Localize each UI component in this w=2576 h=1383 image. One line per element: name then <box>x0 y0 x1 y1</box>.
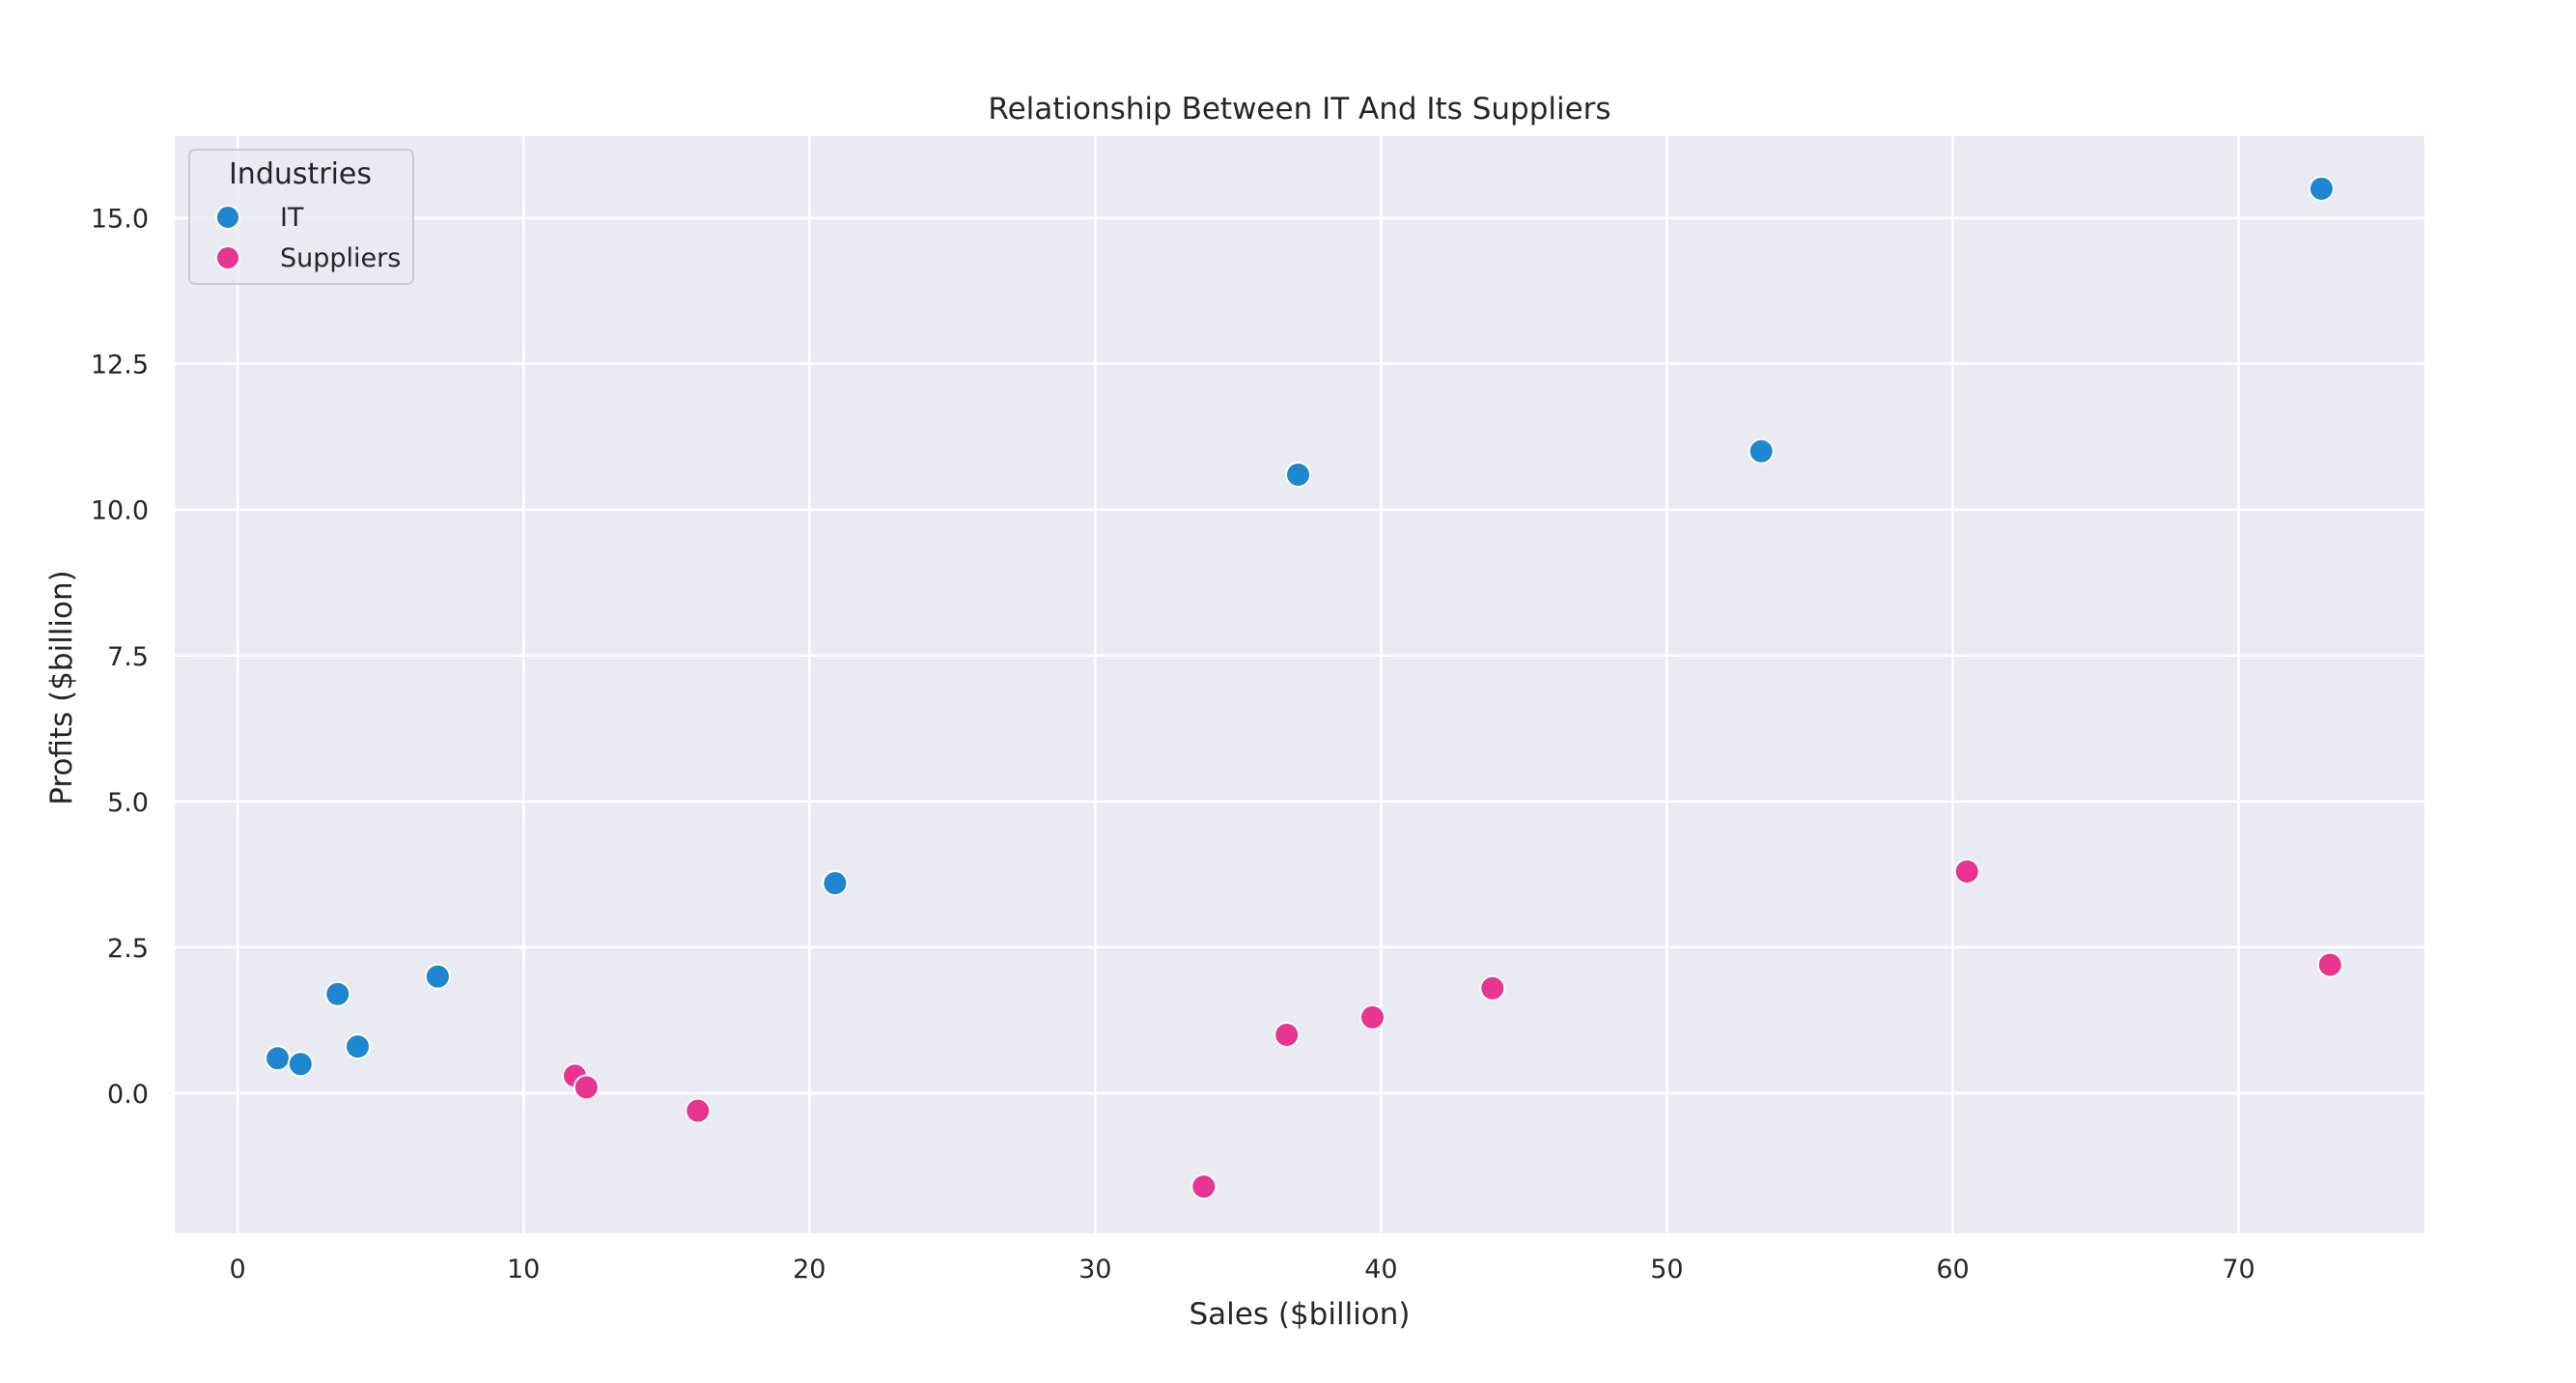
legend-marker-suppliers <box>215 245 240 270</box>
data-point-it <box>265 1045 292 1072</box>
data-point-suppliers <box>685 1097 712 1124</box>
data-point-suppliers <box>1274 1022 1301 1049</box>
data-point-suppliers <box>1190 1173 1218 1200</box>
x-tick-label: 30 <box>1078 1255 1111 1284</box>
grid-lines <box>175 136 2424 1233</box>
y-tick-label: 5.0 <box>107 788 149 818</box>
data-point-suppliers <box>1953 858 1980 885</box>
y-tick-label: 10.0 <box>91 496 149 526</box>
data-point-suppliers <box>1358 1003 1386 1030</box>
data-points <box>265 175 2343 1200</box>
legend-label-it: IT <box>280 203 304 233</box>
y-axis-label: Profits ($billion) <box>44 570 79 805</box>
data-point-it <box>424 963 451 990</box>
x-tick-label: 50 <box>1650 1255 1683 1284</box>
data-point-it <box>287 1051 314 1078</box>
data-point-it <box>2308 175 2335 202</box>
x-tick-label: 10 <box>507 1255 540 1284</box>
legend-box <box>188 149 414 285</box>
legend: Industries IT Suppliers <box>188 149 414 285</box>
y-tick-label: 15.0 <box>91 205 149 235</box>
x-tick-label: 60 <box>1936 1255 1969 1284</box>
x-axis-label: Sales ($billion) <box>1189 1297 1410 1332</box>
plot-area <box>175 136 2424 1233</box>
legend-label-suppliers: Suppliers <box>280 243 401 273</box>
data-point-suppliers <box>573 1074 600 1101</box>
y-tick-label: 2.5 <box>107 934 149 964</box>
legend-marker-it <box>215 205 240 230</box>
y-tick-label: 12.5 <box>91 351 149 381</box>
chart-title: Relationship Between IT And Its Supplier… <box>988 92 1610 127</box>
data-point-it <box>1285 461 1312 488</box>
x-tick-label: 70 <box>2222 1255 2254 1284</box>
x-tick-label: 40 <box>1364 1255 1397 1284</box>
y-tick-label: 7.5 <box>107 642 149 672</box>
data-point-it <box>344 1033 371 1060</box>
tick-labels: 0 10 20 30 40 50 60 70 0.0 2.5 5.0 7.5 10.0 12.5 15.0 <box>91 205 2255 1284</box>
data-point-suppliers <box>1479 974 1506 1002</box>
data-point-suppliers <box>2316 951 2343 978</box>
x-tick-label: 20 <box>793 1255 826 1284</box>
y-tick-label: 0.0 <box>107 1080 149 1110</box>
x-tick-label: 0 <box>230 1255 246 1284</box>
legend-title: Industries <box>229 157 372 191</box>
data-point-it <box>1748 437 1775 465</box>
data-point-it <box>822 869 849 896</box>
data-point-it <box>324 980 351 1007</box>
